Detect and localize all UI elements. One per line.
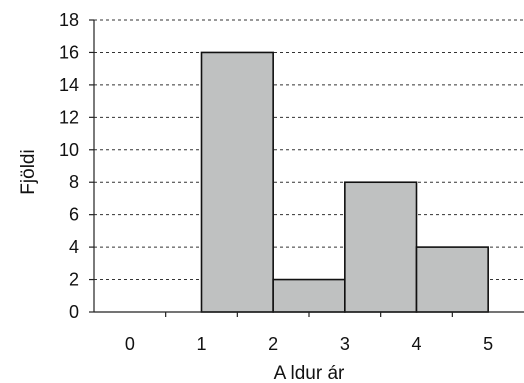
y-tick-label-4: 4: [69, 237, 79, 257]
x-tick-label-4: 4: [411, 334, 421, 354]
y-tick-label-18: 18: [59, 10, 79, 30]
y-tick-label-0: 0: [69, 302, 79, 322]
y-tick-label-6: 6: [69, 205, 79, 225]
y-tick-label-2: 2: [69, 270, 79, 290]
x-axis-label: A ldur ár: [274, 363, 345, 383]
bar-3-4: [344, 181, 418, 313]
bar-4-5: [415, 246, 489, 313]
axes: [89, 19, 524, 317]
x-tick-labels: 0 1 2 3 4 5: [125, 334, 493, 354]
x-tick-label-2: 2: [268, 334, 278, 354]
bar-2-3: [272, 278, 346, 313]
x-tick-label-0: 0: [125, 334, 135, 354]
y-tick-label-16: 16: [59, 42, 79, 62]
y-tick-label-10: 10: [59, 140, 79, 160]
y-tick-labels: 0 2 4 6 8 10 12 14 16 18: [59, 10, 79, 322]
bars: [200, 51, 489, 313]
y-axis-label: Fjöldi: [18, 149, 39, 194]
x-tick-label-3: 3: [340, 334, 350, 354]
bar-1-2: [200, 51, 274, 313]
x-tick-label-1: 1: [196, 334, 206, 354]
y-tick-label-8: 8: [69, 172, 79, 192]
y-tick-label-12: 12: [59, 107, 79, 127]
x-tick-label-5: 5: [483, 334, 493, 354]
y-tick-label-14: 14: [59, 75, 79, 95]
gridlines: [94, 19, 524, 281]
